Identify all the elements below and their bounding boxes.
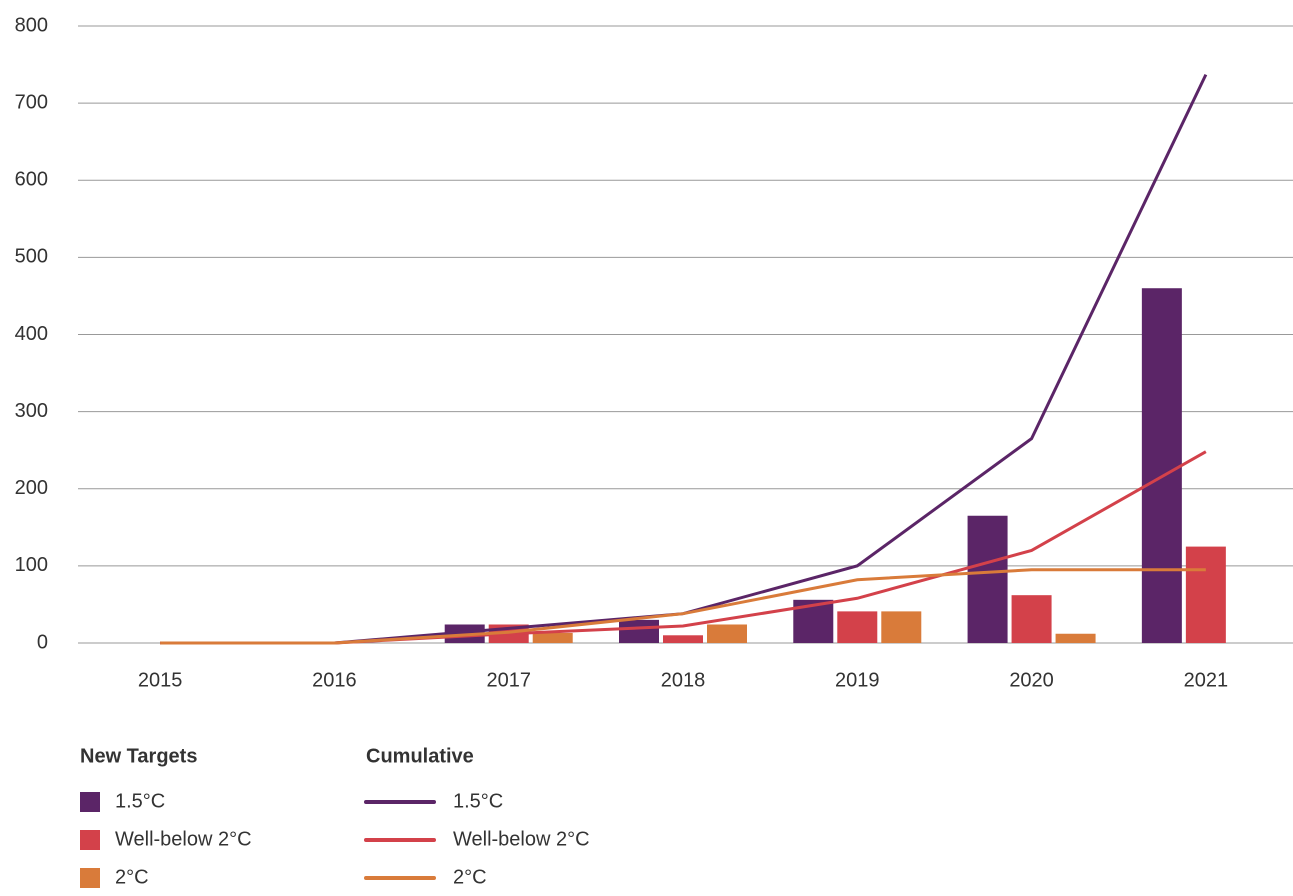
y-tick-label: 400 xyxy=(15,323,48,345)
legend-swatch xyxy=(80,830,100,850)
legend-header: Cumulative xyxy=(366,745,474,767)
legend-label: 1.5°C xyxy=(115,790,165,812)
x-tick-label: 2021 xyxy=(1184,669,1229,691)
bar xyxy=(1011,595,1052,643)
x-tick-label: 2018 xyxy=(661,669,706,691)
legend-header: New Targets xyxy=(80,745,197,767)
x-tick-label: 2019 xyxy=(835,669,880,691)
y-tick-label: 300 xyxy=(15,400,48,422)
line xyxy=(160,73,1208,645)
bar xyxy=(1055,633,1096,643)
y-tick-label: 800 xyxy=(15,14,48,36)
y-tick-label: 600 xyxy=(15,169,48,191)
y-tick-label: 100 xyxy=(15,554,48,576)
bar xyxy=(837,611,878,643)
bar xyxy=(663,635,703,643)
legend-label: 2°C xyxy=(453,866,487,888)
bar xyxy=(619,619,659,643)
bar xyxy=(707,624,747,643)
line xyxy=(160,568,1206,645)
x-tick-label: 2020 xyxy=(1009,669,1054,691)
legend-label: Well-below 2°C xyxy=(115,828,252,850)
bar xyxy=(1141,288,1182,643)
legend-swatch xyxy=(80,792,100,812)
x-tick-label: 2016 xyxy=(312,669,357,691)
y-tick-label: 700 xyxy=(15,91,48,113)
y-tick-label: 0 xyxy=(37,631,48,653)
bar xyxy=(1185,546,1226,643)
x-tick-label: 2015 xyxy=(138,669,183,691)
bar xyxy=(967,515,1008,643)
bar xyxy=(532,632,573,643)
legend-label: Well-below 2°C xyxy=(453,828,590,850)
bar xyxy=(881,611,922,643)
legend-label: 2°C xyxy=(115,866,149,888)
legend-swatch xyxy=(80,868,100,888)
legend-label: 1.5°C xyxy=(453,790,503,812)
y-tick-label: 500 xyxy=(15,246,48,268)
y-tick-label: 200 xyxy=(15,477,48,499)
x-tick-label: 2017 xyxy=(486,669,531,691)
